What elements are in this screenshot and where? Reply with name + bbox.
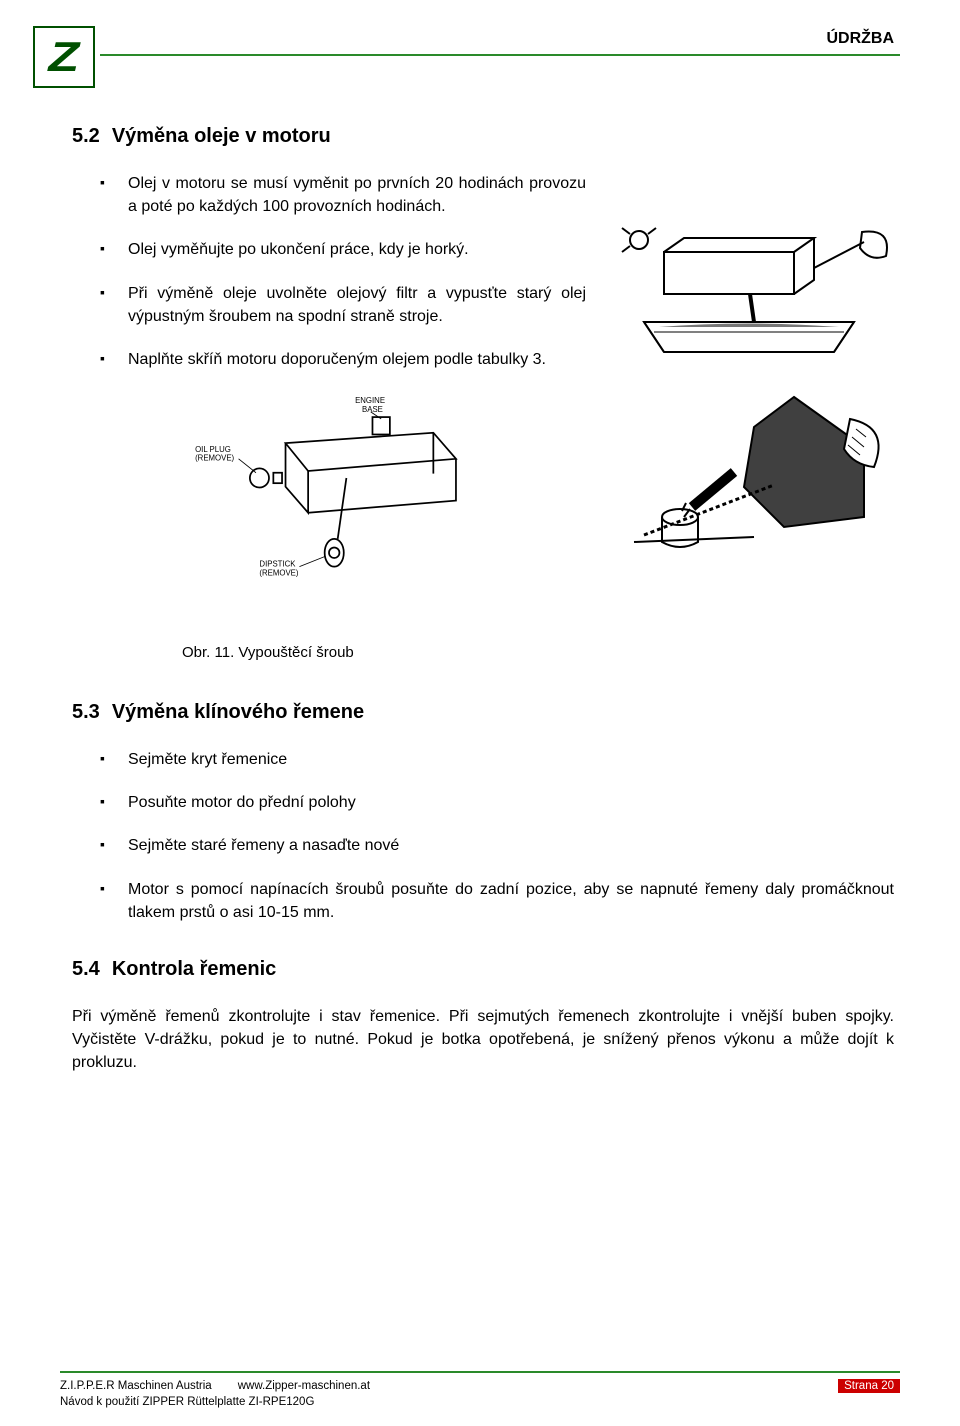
page-num: 20 <box>881 1380 894 1392</box>
list-5-2: Olej v motoru se musí vyměnit po prvních… <box>72 172 586 371</box>
section-5-2-figures-right <box>604 172 894 602</box>
footer-rule <box>60 1371 900 1373</box>
heading-title: Výměna oleje v motoru <box>112 125 331 147</box>
list-item: Motor s pomocí napínacích šroubů posuňte… <box>72 878 894 924</box>
list-item: Olej v motoru se musí vyměnit po prvních… <box>72 172 586 218</box>
list-item: Posuňte motor do přední polohy <box>72 791 894 814</box>
figure-drain-illustration <box>604 172 894 372</box>
list-item: Při výměně oleje uvolněte olejový filtr … <box>72 282 586 328</box>
list-item: Sejměte kryt řemenice <box>72 748 894 771</box>
label-engine-base: ENGINEBASE <box>355 396 385 414</box>
page-label: Strana <box>844 1380 878 1392</box>
figure-11-illustration: OIL PLUG(REMOVE) ENGINEBASE DIPSTICK(REM… <box>72 391 586 591</box>
list-item: Naplňte skříň motoru doporučeným olejem … <box>72 348 586 371</box>
logo: Z <box>33 26 95 88</box>
header-section-tag: ÚDRŽBA <box>826 30 894 48</box>
list-5-3: Sejměte kryt řemenice Posuňte motor do p… <box>72 748 894 924</box>
heading-title: Výměna klínového řemene <box>112 701 364 723</box>
header-rule <box>100 54 900 56</box>
list-item: Olej vyměňujte po ukončení práce, kdy je… <box>72 238 586 261</box>
section-5-2-body: Olej v motoru se musí vyměnit po prvních… <box>72 172 894 602</box>
label-dipstick: DIPSTICK(REMOVE) <box>259 560 298 578</box>
heading-number: 5.4 <box>72 958 100 980</box>
logo-letter: Z <box>49 33 80 81</box>
heading-5-2: 5.2 Výměna oleje v motoru <box>72 125 894 148</box>
section-5-2-text: Olej v motoru se musí vyměnit po prvních… <box>72 172 586 602</box>
paragraph-5-4: Při výměně řemenů zkontrolujte i stav ře… <box>72 1005 894 1075</box>
heading-5-3: 5.3 Výměna klínového řemene <box>72 701 894 724</box>
page-header: Z ÚDRŽBA <box>0 0 960 100</box>
heading-number: 5.2 <box>72 125 100 147</box>
footer-doc-title: Návod k použití ZIPPER Rüttelplatte ZI-R… <box>60 1396 900 1408</box>
figure-11-caption: Obr. 11. Vypouštěcí šroub <box>72 644 894 661</box>
heading-5-4: 5.4 Kontrola řemenic <box>72 958 894 981</box>
page-footer: Z.I.P.P.E.R Maschinen Austria www.Zipper… <box>60 1371 900 1408</box>
footer-company: Z.I.P.P.E.R Maschinen Austria <box>60 1380 212 1392</box>
heading-number: 5.3 <box>72 701 100 723</box>
figure-pour-illustration <box>604 377 894 597</box>
list-item: Sejměte staré řemeny a nasaďte nové <box>72 834 894 857</box>
page-number-badge: Strana 20 <box>838 1379 900 1393</box>
heading-title: Kontrola řemenic <box>112 958 276 980</box>
label-oil-plug: OIL PLUG(REMOVE) <box>195 445 234 463</box>
page-content: 5.2 Výměna oleje v motoru Olej v motoru s… <box>72 125 894 1075</box>
footer-url: www.Zipper-maschinen.at <box>238 1380 370 1392</box>
